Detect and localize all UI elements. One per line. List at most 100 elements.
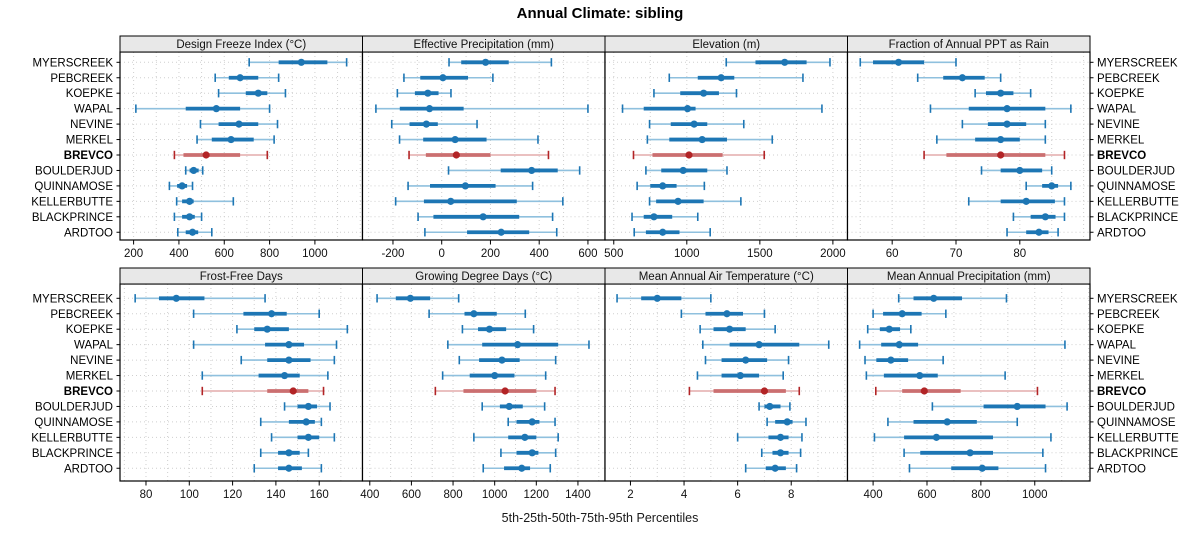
median-dot xyxy=(771,464,779,472)
site-label-right-boulderjud: BOULDERJUD xyxy=(1097,401,1175,413)
site-label-right-quinnamose: QUINNAMOSE xyxy=(1097,417,1176,429)
median-dot xyxy=(1035,228,1043,236)
series-wapal xyxy=(702,340,830,349)
series-merkel xyxy=(398,135,539,144)
panel-strip-title-mean-annual-air-temperature-c: Mean Annual Air Temperature (°C) xyxy=(639,271,814,283)
series-boulderjud xyxy=(758,402,791,411)
panel-strip-title-mean-annual-precipitation-mm: Mean Annual Precipitation (mm) xyxy=(887,271,1051,283)
median-dot xyxy=(254,89,262,97)
median-dot xyxy=(479,213,487,221)
median-dot xyxy=(178,182,186,190)
series-brevco xyxy=(923,150,1066,160)
panel-mean-annual-precipitation-mm: 400 600 800 1000 Mean Annual Precipitation (… xyxy=(846,267,1091,501)
site-label-left-pebcreek: PEBCREEK xyxy=(50,73,113,85)
series-blackprince xyxy=(760,448,802,457)
median-dot xyxy=(285,449,293,457)
median-dot xyxy=(776,449,785,457)
x-tick-label: 2 xyxy=(627,489,633,501)
median-dot xyxy=(766,402,774,411)
series-myerscreek xyxy=(725,58,831,67)
series-nevine xyxy=(648,119,745,129)
site-label-left-ardtoo: ARDTOO xyxy=(64,227,113,239)
series-nevine xyxy=(458,355,557,365)
series-myerscreek xyxy=(134,294,266,303)
median-dot xyxy=(425,105,434,113)
series-ardtoo xyxy=(908,464,1047,473)
median-dot xyxy=(452,151,460,159)
series-myerscreek xyxy=(859,58,957,67)
median-dot xyxy=(190,166,198,175)
series-wapal xyxy=(135,104,271,113)
x-tick-label: 100 xyxy=(180,489,199,501)
series-ardtoo xyxy=(744,464,798,473)
panel-strip-title-fraction-of-annual-ppt-as-rain: Fraction of Annual PPT as Rain xyxy=(889,39,1049,51)
series-koepke xyxy=(699,325,776,334)
median-dot xyxy=(461,182,469,190)
series-blackprince xyxy=(631,212,699,221)
site-label-right-nevine: NEVINE xyxy=(1097,119,1140,131)
median-dot xyxy=(755,341,763,349)
median-dot xyxy=(227,135,235,144)
median-dot xyxy=(439,74,447,82)
x-tick-label: 1000 xyxy=(674,248,700,260)
median-dot xyxy=(185,213,194,221)
median-dot xyxy=(978,464,986,472)
x-tick-label: 600 xyxy=(578,248,597,260)
plot-title: Annual Climate: sibling xyxy=(516,5,684,22)
median-dot xyxy=(285,356,293,364)
median-dot xyxy=(406,294,414,302)
median-dot xyxy=(690,120,698,128)
median-dot xyxy=(723,310,731,318)
site-label-left-pebcreek: PEBCREEK xyxy=(50,309,113,321)
median-dot xyxy=(422,120,430,128)
median-dot xyxy=(470,310,478,318)
series-nevine xyxy=(864,355,944,365)
series-quinnamose xyxy=(168,181,194,191)
x-tick-label: 1500 xyxy=(747,248,773,260)
series-koepke xyxy=(396,89,452,98)
series-quinnamose xyxy=(507,417,556,427)
series-boulderjud xyxy=(184,166,204,175)
x-tick-label: 500 xyxy=(604,248,623,260)
series-merkel xyxy=(696,371,784,380)
site-label-left-ardtoo: ARDTOO xyxy=(64,463,113,475)
panel-elevation-m: 500 1000 1500 2000 Elevation (m) xyxy=(604,35,849,260)
series-myerscreek xyxy=(897,294,1008,303)
series-brevco xyxy=(434,386,556,396)
median-dot xyxy=(302,418,310,426)
site-labels-row2: MYERSCREEK MYERSCREEK PEBCREEK PEBCREEK KOEP… xyxy=(31,293,1179,475)
series-koepke xyxy=(236,325,349,334)
panel-strip-title-frost-free-days: Frost-Free Days xyxy=(200,271,283,283)
series-ardtoo xyxy=(253,464,323,473)
x-tick-label: 2000 xyxy=(820,248,846,260)
panel-fraction-of-annual-ppt-as-rain: 60 70 80 Fraction of Annual PPT as Rain xyxy=(846,35,1091,260)
panel-effective-precipitation-mm: -200 0 200 400 600 Effective Precipitation (m… xyxy=(361,35,606,260)
x-tick-label: 800 xyxy=(443,489,462,501)
series-kellerbutte xyxy=(394,197,564,206)
panel-strip-title-growing-degree-days-c: Growing Degree Days (°C) xyxy=(415,271,552,283)
median-dot xyxy=(725,325,734,333)
median-dot xyxy=(885,325,893,333)
median-dot xyxy=(1003,120,1011,128)
median-dot xyxy=(698,135,706,144)
site-label-right-merkel: MERKEL xyxy=(1097,371,1145,383)
site-label-right-pebcreek: PEBCREEK xyxy=(1097,73,1160,85)
site-label-right-wapal: WAPAL xyxy=(1097,104,1137,116)
series-wapal xyxy=(375,104,589,113)
site-label-right-koepke: KOEPKE xyxy=(1097,324,1145,336)
series-blackprince xyxy=(173,212,203,221)
site-label-right-ardtoo: ARDTOO xyxy=(1097,463,1146,475)
series-brevco xyxy=(632,150,766,160)
median-dot xyxy=(285,464,293,472)
series-boulderjud xyxy=(481,402,546,411)
site-label-left-blackprince: BLACKPRINCE xyxy=(32,448,113,460)
median-dot xyxy=(451,135,459,144)
series-nevine xyxy=(390,119,478,129)
site-label-left-brevco: BREVCO xyxy=(64,386,113,398)
median-dot xyxy=(679,166,687,175)
series-pebcreek xyxy=(668,73,804,82)
series-kellerbutte xyxy=(175,197,235,206)
panel-strip-title-elevation-m: Elevation (m) xyxy=(692,39,760,51)
panel-frost-free-days: 80 100 120 140 160 Frost-Free Days xyxy=(119,267,364,501)
series-quinnamose xyxy=(887,417,1019,427)
